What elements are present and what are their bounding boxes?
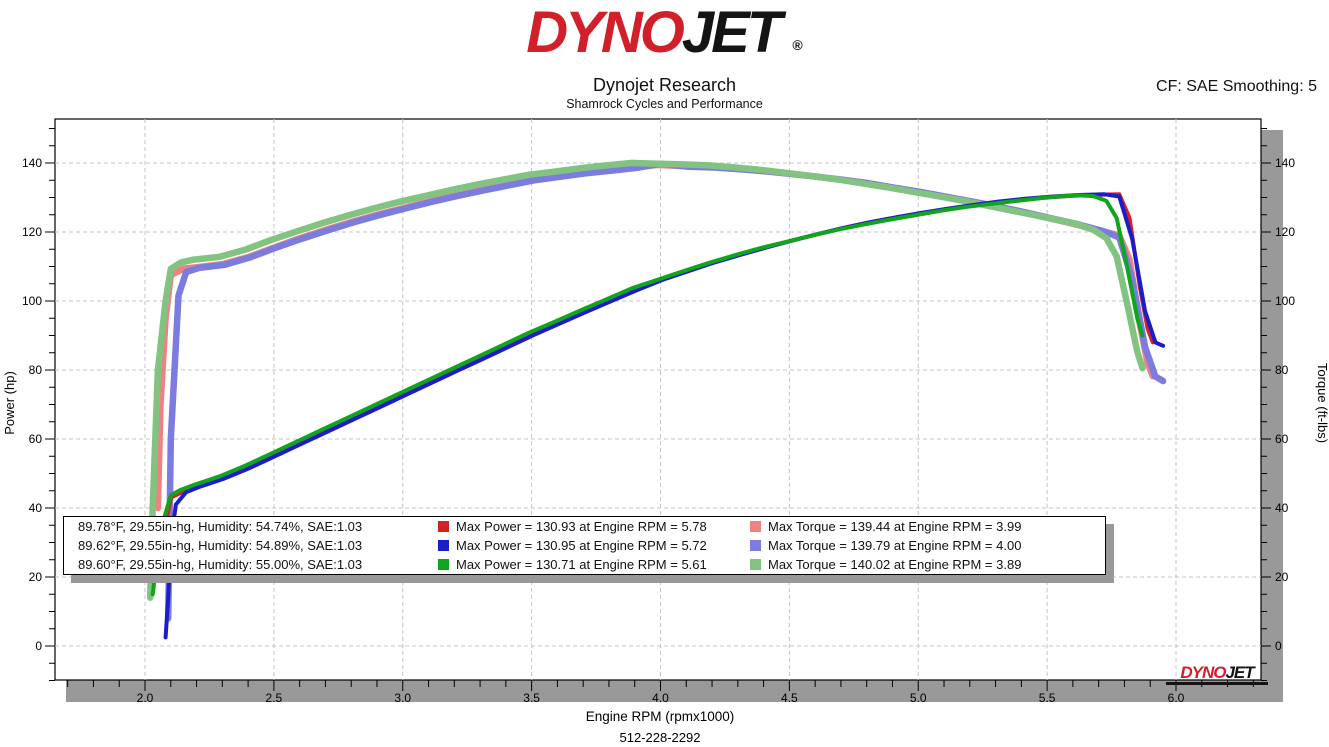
x-tick-label: 5.5 <box>1039 691 1056 705</box>
y-tick-label-left: 140 <box>22 156 42 170</box>
y-tick-label-right: 20 <box>1275 570 1289 584</box>
torque-swatch <box>750 559 761 570</box>
y-tick-label-right: 60 <box>1275 432 1289 446</box>
dynojet-logo-dyno: DYNO <box>526 0 685 65</box>
shop-name: Shamrock Cycles and Performance <box>566 97 763 111</box>
max-torque-label: Max Torque = 140.02 at Engine RPM = 3.89 <box>768 557 1022 572</box>
legend-torque-group: Max Torque = 139.79 at Engine RPM = 4.00 <box>750 536 1021 555</box>
phone-number: 512-228-2292 <box>620 730 701 745</box>
dynojet-logo: DYNOJET ® <box>0 2 1329 76</box>
y-tick-label-left: 120 <box>22 225 42 239</box>
x-tick-label: 6.0 <box>1168 691 1185 705</box>
watermark-jet: JET <box>1225 663 1254 682</box>
y-tick-label-left: 60 <box>29 432 43 446</box>
legend-power-group: Max Power = 130.71 at Engine RPM = 5.61 <box>438 555 707 574</box>
y-tick-label-right: 100 <box>1275 294 1295 308</box>
legend-row: 89.60°F, 29.55in-hg, Humidity: 55.00%, S… <box>64 555 1105 574</box>
plot-area <box>54 118 1262 681</box>
legend-torque-group: Max Torque = 139.44 at Engine RPM = 3.99 <box>750 517 1021 536</box>
x-tick-label: 5.0 <box>910 691 927 705</box>
legend-env-conditions: 89.62°F, 29.55in-hg, Humidity: 54.89%, S… <box>78 538 363 553</box>
registered-trademark-icon: ® <box>792 37 803 53</box>
x-tick-label: 4.0 <box>652 691 669 705</box>
max-power-label: Max Power = 130.95 at Engine RPM = 5.72 <box>456 538 707 553</box>
legend-power-group: Max Power = 130.95 at Engine RPM = 5.72 <box>438 536 707 555</box>
y-tick-label-left: 0 <box>35 639 42 653</box>
right-axis-title: Torque (ft-lbs) <box>1315 363 1329 443</box>
series-run3-power <box>150 193 1145 597</box>
y-tick-label-left: 20 <box>29 570 43 584</box>
power-swatch <box>438 559 449 570</box>
y-tick-label-left: 80 <box>29 363 43 377</box>
watermark-dyno: DYNO <box>1180 663 1226 682</box>
legend-power-group: Max Power = 130.93 at Engine RPM = 5.78 <box>438 517 707 536</box>
cf-smoothing-label: CF: SAE Smoothing: 5 <box>1156 78 1317 95</box>
x-tick-label: 2.5 <box>266 691 283 705</box>
y-tick-label-right: 120 <box>1275 225 1295 239</box>
legend-row: 89.78°F, 29.55in-hg, Humidity: 54.74%, S… <box>64 517 1105 536</box>
y-tick-label-right: 80 <box>1275 363 1289 377</box>
legend-box: 89.78°F, 29.55in-hg, Humidity: 54.74%, S… <box>63 516 1106 575</box>
y-tick-label-right: 140 <box>1275 156 1295 170</box>
x-tick-label: 4.5 <box>781 691 798 705</box>
legend-row: 89.62°F, 29.55in-hg, Humidity: 54.89%, S… <box>64 536 1105 555</box>
power-swatch <box>438 540 449 551</box>
y-tick-label-right: 0 <box>1275 639 1282 653</box>
y-tick-label-right: 40 <box>1275 501 1289 515</box>
dynojet-watermark-logo: DYNOJET <box>1166 663 1268 685</box>
legend-torque-group: Max Torque = 140.02 at Engine RPM = 3.89 <box>750 555 1021 574</box>
legend-env-conditions: 89.78°F, 29.55in-hg, Humidity: 54.74%, S… <box>78 519 363 534</box>
report-title: Dynojet Research <box>592 75 737 95</box>
x-tick-label: 2.0 <box>137 691 154 705</box>
torque-swatch <box>750 540 761 551</box>
series-run3-torque <box>146 159 1146 601</box>
x-tick-label: 3.0 <box>394 691 411 705</box>
left-axis-title: Power (hp) <box>2 371 17 435</box>
x-axis-title: Engine RPM (rpmx1000) <box>586 709 735 724</box>
torque-swatch <box>750 521 761 532</box>
x-tick-label: 3.5 <box>523 691 540 705</box>
y-tick-label-left: 40 <box>29 501 43 515</box>
max-power-label: Max Power = 130.93 at Engine RPM = 5.78 <box>456 519 707 534</box>
dynojet-logo-jet: JET <box>681 0 782 65</box>
legend-env-conditions: 89.60°F, 29.55in-hg, Humidity: 55.00%, S… <box>78 557 363 572</box>
max-torque-label: Max Torque = 139.44 at Engine RPM = 3.99 <box>768 519 1022 534</box>
power-swatch <box>438 521 449 532</box>
max-torque-label: Max Torque = 139.79 at Engine RPM = 4.00 <box>768 538 1022 553</box>
y-tick-label-left: 100 <box>22 294 42 308</box>
max-power-label: Max Power = 130.71 at Engine RPM = 5.61 <box>456 557 707 572</box>
